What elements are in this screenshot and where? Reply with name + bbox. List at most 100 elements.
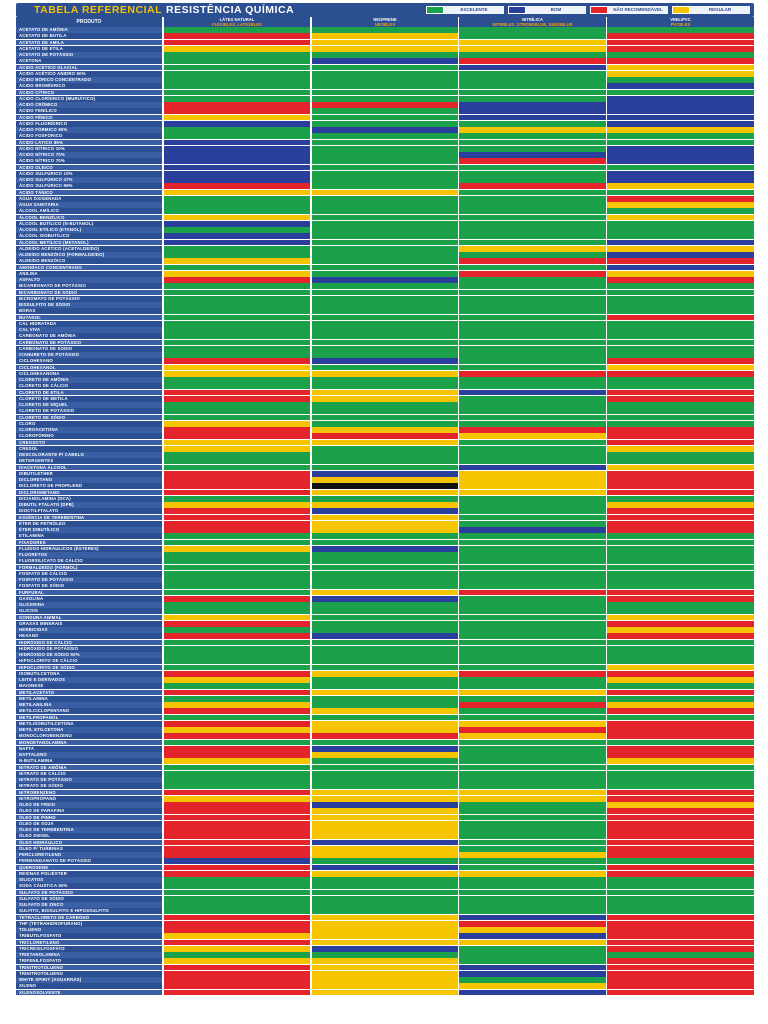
table-row: Metilciclopentano: [16, 708, 754, 714]
rating-cell: [459, 27, 606, 33]
rating-cell: [312, 633, 458, 639]
rating-cell: [312, 539, 458, 546]
table-row: Água Sanitária: [16, 202, 754, 208]
rating-cell: [164, 127, 310, 133]
table-row: Tributilfosfato: [16, 933, 754, 939]
rating-cell: [459, 533, 606, 539]
rating-cell: [164, 239, 310, 246]
rating-cell: [164, 620, 310, 627]
table-row: Bicarbonato de Potássio: [16, 283, 754, 289]
rating-cell: [459, 789, 606, 796]
rating-cell: [164, 39, 310, 46]
column-header-4: Vinil/PVC Pvcblex: [607, 17, 754, 27]
rating-cell: [607, 714, 754, 721]
table-row: Hexano: [16, 633, 754, 639]
rating-cell: [312, 370, 458, 377]
product-name: Monoclorobenzeno: [16, 733, 162, 739]
rating-cell: [607, 933, 754, 939]
rating-cell: [607, 245, 754, 252]
rating-cell: [607, 158, 754, 164]
product-name: Metilciclopentano: [16, 708, 162, 714]
rating-cell: [312, 402, 458, 408]
rating-cell: [164, 627, 310, 633]
rating-cell: [312, 170, 458, 177]
table-row: Fluidos Hidráulicos (Ésteres): [16, 545, 754, 552]
rating-cell: [312, 64, 458, 71]
product-name: Percloretileno: [16, 852, 162, 858]
rating-cell: [607, 208, 754, 214]
rating-cell: [459, 739, 606, 746]
table-row: Aldeído Acético (Acetaldeído): [16, 245, 754, 252]
rating-cell: [312, 852, 458, 858]
rating-cell: [312, 408, 458, 414]
product-name: Ácido Sulfúrico 47%: [16, 177, 162, 183]
table-row: Cloroacetona: [16, 427, 754, 433]
rating-cell: [312, 483, 458, 489]
table-row: Óleo Diesel: [16, 833, 754, 839]
rating-cell: [607, 977, 754, 983]
rating-cell: [312, 358, 458, 364]
table-row: Herbicidas: [16, 627, 754, 633]
rating-cell: [164, 970, 310, 977]
product-name: Ácido Fosfórico: [16, 133, 162, 139]
rating-cell: [312, 970, 458, 977]
table-row: Metil Etilcetona: [16, 727, 754, 733]
product-name: Dicianolamina (DCA): [16, 495, 162, 502]
rating-cell: [312, 308, 458, 314]
rating-cell: [459, 852, 606, 858]
rating-cell: [459, 933, 606, 939]
table-row: Isobutilcetona: [16, 670, 754, 677]
rating-cell: [607, 320, 754, 327]
rating-cell: [459, 858, 606, 864]
rating-cell: [312, 708, 458, 714]
rating-cell: [607, 783, 754, 789]
rating-cell: [607, 370, 754, 377]
rating-cell: [312, 108, 458, 114]
rating-cell: [312, 789, 458, 796]
rating-cell: [459, 714, 606, 721]
rating-cell: [312, 158, 458, 164]
product-name: Leite e Derivados: [16, 677, 162, 683]
rating-cell: [607, 233, 754, 239]
rating-cell: [164, 433, 310, 439]
rating-cell: [459, 383, 606, 389]
rating-cell: [459, 583, 606, 589]
table-row: Resinas Poliéster: [16, 870, 754, 877]
product-name: Gasolina: [16, 595, 162, 602]
rating-cell: [312, 764, 458, 771]
column-subtitle: Nitriblex, Strongblue, Sensiblue: [492, 21, 573, 27]
rating-cell: [312, 552, 458, 558]
product-name: Sulfato de Potássio: [16, 889, 162, 896]
rating-cell: [164, 233, 310, 239]
rating-cell: [607, 627, 754, 633]
product-name: Cloreto de Metila: [16, 395, 162, 402]
rating-cell: [459, 314, 606, 321]
rating-cell: [459, 602, 606, 608]
table-row: Clorofórmio: [16, 433, 754, 439]
product-name: Fluidos Hidráulicos (Ésteres): [16, 545, 162, 552]
product-name: Naftaleno: [16, 752, 162, 758]
table-row: Tricloretileno: [16, 939, 754, 946]
rating-cell: [312, 33, 458, 39]
rating-cell: [459, 539, 606, 546]
table-row: Hidróxido de Potássio: [16, 645, 754, 652]
legend-item: Excelente: [426, 5, 504, 15]
rating-cell: [459, 964, 606, 971]
product-name: Nitrato de Cálcio: [16, 770, 162, 777]
rating-cell: [312, 270, 458, 277]
rating-cell: [312, 933, 458, 939]
rating-cell: [312, 583, 458, 589]
table-row: Ácido Sulfúrico 47%: [16, 177, 754, 183]
table-row: Ácido Fenílico: [16, 108, 754, 114]
rating-cell: [459, 152, 606, 158]
rating-cell: [459, 89, 606, 96]
table-row: Metilpropanol: [16, 714, 754, 721]
rating-cell: [459, 589, 606, 596]
rating-cell: [312, 733, 458, 739]
rating-cell: [312, 627, 458, 633]
rating-cell: [607, 583, 754, 589]
table-row: Óleo de Pinho: [16, 814, 754, 821]
rating-cell: [164, 289, 310, 296]
product-name: White Spirit (Aguarrás): [16, 977, 162, 983]
